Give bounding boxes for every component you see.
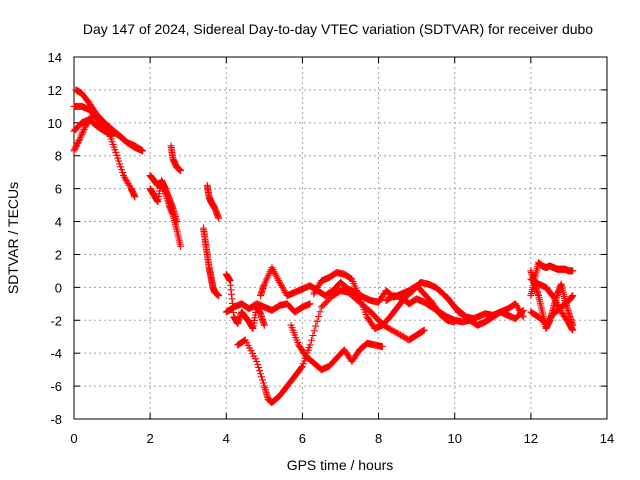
- data-point: [307, 336, 315, 344]
- data-point: [254, 360, 262, 368]
- data-point: [253, 357, 261, 365]
- data-point: [138, 146, 146, 154]
- data-point: [75, 137, 83, 145]
- data-point: [139, 147, 147, 155]
- data-point: [313, 317, 321, 325]
- data-point: [420, 326, 428, 334]
- y-tick-label: -6: [50, 379, 62, 394]
- data-point: [309, 331, 317, 339]
- series-sat-g: [167, 142, 185, 175]
- data-point: [519, 306, 527, 314]
- data-point: [258, 373, 266, 381]
- y-tick-label: 4: [55, 215, 62, 230]
- data-point: [306, 300, 314, 308]
- y-tick-label: 12: [48, 83, 62, 98]
- grid: [74, 57, 607, 419]
- y-tick-label: 0: [55, 280, 62, 295]
- y-tick-label: 10: [48, 116, 62, 131]
- data-point: [173, 218, 181, 226]
- x-tick-label: 4: [223, 431, 230, 446]
- data-point: [258, 376, 266, 384]
- data-points: [70, 86, 577, 407]
- x-tick-label: 14: [600, 431, 614, 446]
- data-point: [316, 308, 324, 316]
- data-point: [177, 167, 185, 175]
- data-point: [256, 367, 264, 375]
- data-point: [569, 326, 577, 334]
- data-point: [297, 364, 305, 372]
- data-point: [378, 343, 386, 351]
- y-tick-label: -2: [50, 313, 62, 328]
- x-tick-label: 8: [375, 431, 382, 446]
- series-sat-r: [527, 259, 577, 300]
- y-axis: -8 -6 -4 -2 0 2 4 6 8 10 12 14: [48, 50, 607, 427]
- plot-frame: [73, 56, 608, 420]
- chart-title: Day 147 of 2024, Sidereal Day-to-day VTE…: [83, 21, 593, 37]
- x-axis: 0 2 4 6 8 10 12 14: [70, 57, 614, 446]
- data-point: [108, 132, 116, 140]
- data-point: [518, 307, 526, 315]
- y-tick-label: 14: [48, 50, 62, 65]
- data-point: [306, 341, 314, 349]
- x-tick-label: 12: [524, 431, 538, 446]
- series-sat-o: [222, 300, 314, 316]
- series-sat-u: [527, 275, 577, 334]
- data-point: [312, 322, 320, 330]
- x-tick-label: 6: [299, 431, 306, 446]
- y-tick-label: 6: [55, 182, 62, 197]
- series-sat-h: [203, 181, 223, 222]
- data-point: [76, 134, 84, 142]
- data-point: [76, 135, 84, 143]
- data-point: [107, 131, 115, 139]
- x-tick-label: 10: [447, 431, 461, 446]
- series-sat-t: [527, 292, 577, 328]
- data-point: [259, 379, 267, 387]
- y-tick-label: 8: [55, 149, 62, 164]
- data-point: [131, 193, 139, 201]
- data-point: [79, 129, 87, 137]
- y-tick-label: -4: [50, 346, 62, 361]
- x-axis-label: GPS time / hours: [287, 457, 394, 473]
- data-point: [260, 321, 268, 329]
- series-sat-m: [287, 321, 386, 374]
- data-point: [177, 242, 185, 250]
- data-point: [80, 125, 88, 133]
- x-tick-label: 2: [147, 431, 154, 446]
- data-point: [77, 132, 85, 140]
- y-tick-label: 2: [55, 247, 62, 262]
- series-sat-i: [199, 224, 223, 300]
- data-point: [78, 130, 86, 138]
- data-point: [569, 267, 577, 275]
- data-point: [79, 127, 87, 135]
- y-axis-label: SDTVAR / TECUs: [5, 182, 21, 294]
- data-point: [257, 370, 265, 378]
- data-point: [215, 214, 223, 222]
- series-sat-c: [72, 86, 147, 155]
- data-point: [310, 327, 318, 335]
- data-point: [569, 292, 577, 300]
- y-tick-label: -8: [50, 412, 62, 427]
- data-point: [81, 124, 89, 132]
- data-point: [255, 364, 263, 372]
- series-sat-q: [443, 293, 527, 329]
- series-sat-d: [70, 116, 116, 140]
- data-point: [419, 327, 427, 335]
- series-sat-j: [222, 270, 268, 332]
- series-sat-f: [146, 176, 181, 226]
- data-point: [315, 313, 323, 321]
- x-tick-label: 0: [70, 431, 77, 446]
- series-sat-k: [234, 287, 428, 407]
- data-point: [215, 292, 223, 300]
